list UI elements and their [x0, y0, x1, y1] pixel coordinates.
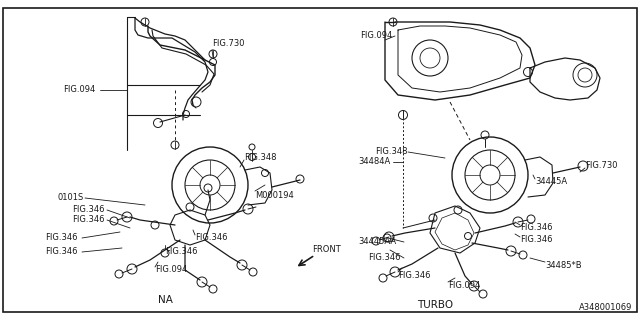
Text: 34484A: 34484A — [358, 157, 390, 166]
Text: FIG.346: FIG.346 — [72, 205, 104, 214]
Text: FIG.346: FIG.346 — [520, 236, 552, 244]
Text: 0101S: 0101S — [57, 194, 83, 203]
Text: FRONT: FRONT — [312, 245, 340, 254]
Text: FIG.346: FIG.346 — [165, 247, 198, 257]
Text: FIG.730: FIG.730 — [212, 39, 244, 49]
Text: FIG.094: FIG.094 — [63, 85, 95, 94]
Text: 34445AA: 34445AA — [358, 237, 396, 246]
Text: FIG.346: FIG.346 — [45, 247, 77, 257]
Text: FIG.094: FIG.094 — [155, 266, 188, 275]
Text: FIG.348: FIG.348 — [375, 148, 408, 156]
Text: FIG.348: FIG.348 — [244, 153, 276, 162]
Text: FIG.094: FIG.094 — [360, 31, 392, 41]
Text: TURBO: TURBO — [417, 300, 453, 310]
Text: 34485*B: 34485*B — [545, 260, 582, 269]
Text: A348001069: A348001069 — [579, 303, 632, 313]
Text: FIG.346: FIG.346 — [368, 253, 401, 262]
Text: NA: NA — [157, 295, 172, 305]
Text: FIG.346: FIG.346 — [195, 234, 227, 243]
Text: 34445A: 34445A — [535, 178, 567, 187]
Text: FIG.346: FIG.346 — [72, 215, 104, 225]
Text: FIG.730: FIG.730 — [585, 161, 618, 170]
Text: FIG.094: FIG.094 — [448, 281, 480, 290]
Text: FIG.346: FIG.346 — [45, 234, 77, 243]
Text: FIG.346: FIG.346 — [398, 270, 431, 279]
Text: FIG.346: FIG.346 — [520, 223, 552, 233]
Text: M000194: M000194 — [255, 190, 294, 199]
